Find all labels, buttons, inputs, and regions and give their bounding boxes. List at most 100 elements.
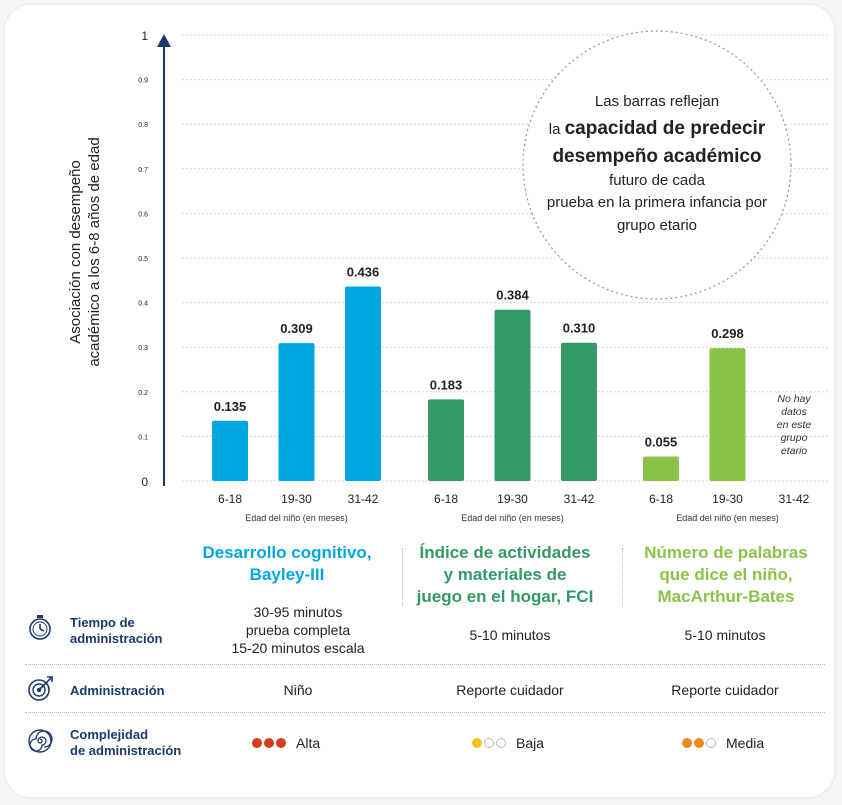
complexity-dot-filled [694, 738, 704, 748]
bar [643, 456, 679, 481]
callout-line-1: Las barras reflejan [595, 93, 719, 110]
target-icon [28, 676, 53, 701]
bar [278, 343, 315, 481]
no-data-note: No hay datos en este grupo etario [777, 393, 812, 457]
category-title-line: Índice de actividades [419, 543, 591, 562]
y-axis-title: Asociación con desempeño académico a los… [67, 137, 103, 366]
x-category-label: 19-30 [281, 492, 312, 506]
x-axis-label: Edad del niño (en meses) [461, 513, 564, 523]
complejidad-macarthur: Media [682, 735, 764, 751]
y-tick-label: 0.7 [138, 167, 148, 174]
administracion-bayley: Niño [283, 682, 313, 698]
row-divider [25, 712, 825, 713]
x-category-label: 19-30 [712, 492, 743, 506]
y-tick-label: 1 [141, 29, 148, 43]
y-tick-label: 0.8 [138, 122, 148, 129]
cell-line: 30-95 minutos [253, 604, 343, 620]
tiempo-fci: 5-10 minutos [405, 626, 615, 644]
no-data-line-2: datos [781, 406, 807, 418]
administracion-fci: Reporte cuidador [456, 682, 564, 698]
complexity-dot-empty [496, 738, 506, 748]
bar-value-label: 0.298 [711, 326, 744, 341]
complexity-dots [682, 738, 716, 748]
x-category-label: 31-42 [348, 492, 379, 506]
bar-value-label: 0.310 [563, 321, 596, 336]
complexity-dots [252, 738, 286, 748]
row-label-administracion: Administración [70, 683, 165, 699]
bar [428, 399, 464, 481]
y-axis [157, 34, 171, 486]
bar [561, 342, 597, 481]
complexity-label: Baja [516, 735, 545, 751]
bar-value-label: 0.135 [214, 399, 247, 414]
administracion-macarthur: Reporte cuidador [671, 682, 779, 698]
callout-line-2: la capacidad de predecir [549, 118, 766, 139]
y-axis-title-line-2: académico a los 6-8 años de edad [86, 137, 103, 366]
callout-line-5: prueba en la primera infancia por [547, 194, 767, 211]
bar-value-label: 0.309 [280, 321, 313, 336]
row-divider [25, 664, 825, 665]
y-axis-title-line-1: Asociación con desempeño [67, 160, 84, 343]
row-label-line: administración [70, 631, 163, 646]
x-category-label: 6-18 [218, 492, 242, 506]
complexity-dot-filled [276, 738, 286, 748]
y-axis-arrow-icon [157, 34, 171, 47]
callout-line-2-bold: capacidad de predecir [565, 118, 766, 139]
x-axis-label: Edad del niño (en meses) [245, 513, 348, 523]
complejidad-fci: Baja [472, 735, 544, 751]
complexity-dot-empty [706, 738, 716, 748]
complexity-dot-empty [484, 738, 494, 748]
category-title-line: Número de palabras [644, 543, 808, 562]
x-category-label: 31-42 [779, 492, 810, 506]
bar [212, 420, 248, 481]
callout-circle: Las barras reflejan la capacidad de pred… [522, 30, 792, 300]
complexity-dot-filled [264, 738, 274, 748]
bars [212, 286, 746, 481]
complejidad-bayley: Alta [252, 735, 320, 751]
category-title-line: MacArthur-Bates [657, 587, 795, 606]
no-data-line-4: grupo [781, 432, 808, 444]
x-category-label: 6-18 [434, 492, 458, 506]
callout-line-3: desempeño académico [552, 146, 761, 167]
y-tick-label: 0.2 [138, 390, 148, 397]
category-title-macarthur: Número de palabras que dice el niño, Mac… [621, 542, 831, 608]
category-title-line: que dice el niño, [659, 565, 793, 584]
row-label-line: Complejidad [70, 727, 149, 742]
no-data-line-3: en este [777, 419, 812, 431]
bar-value-label: 0.384 [496, 288, 529, 303]
cell-line: 5-10 minutos [684, 627, 766, 643]
stopwatch-icon [29, 615, 51, 640]
callout-line-6: grupo etario [617, 217, 697, 234]
category-divider [402, 548, 403, 606]
bar [709, 348, 746, 481]
complexity-dots [472, 738, 506, 748]
row-label-line: Administración [70, 683, 165, 698]
y-tick-label: 0.3 [138, 345, 148, 352]
y-tick-label: 0.9 [138, 78, 148, 85]
bar-value-label: 0.436 [347, 265, 380, 280]
y-tick-label: 0.1 [138, 434, 148, 441]
row-label-complejidad: Complejidad de administración [70, 727, 181, 759]
x-axis-label: Edad del niño (en meses) [676, 513, 779, 523]
row-label-tiempo: Tiempo de administración [70, 615, 162, 647]
y-tick-label: 0.5 [138, 256, 148, 263]
bar-value-labels: 0.135 0.309 0.436 0.183 0.384 0.310 0.055 0.298 [214, 265, 744, 450]
y-tick-label: 0.6 [138, 211, 148, 218]
complexity-label: Media [726, 735, 765, 751]
x-category-label: 6-18 [649, 492, 673, 506]
x-category-label: 31-42 [564, 492, 595, 506]
no-data-line-1: No hay [777, 393, 811, 405]
category-title-bayley: Desarrollo cognitivo, Bayley-III [182, 542, 392, 586]
bar [494, 309, 531, 481]
category-title-line: Desarrollo cognitivo, [202, 543, 372, 562]
complexity-dot-filled [252, 738, 262, 748]
complexity-label: Alta [296, 735, 321, 751]
bar-value-label: 0.055 [645, 434, 678, 449]
x-category-label: 19-30 [497, 492, 528, 506]
no-data-line-5: etario [781, 445, 807, 457]
callout-line-2-prefix: la [549, 121, 565, 138]
complexity-dot-filled [682, 738, 692, 748]
tiempo-macarthur: 5-10 minutos [620, 626, 830, 644]
cell-line: 5-10 minutos [469, 627, 551, 643]
